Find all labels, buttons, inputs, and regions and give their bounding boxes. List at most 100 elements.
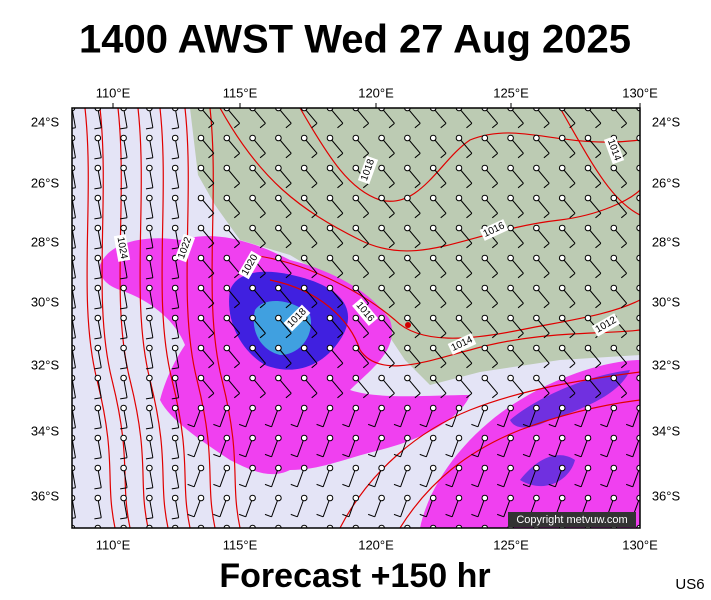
wind-barb bbox=[120, 464, 128, 490]
barb-staff bbox=[451, 497, 460, 517]
isobar-label-bg bbox=[113, 234, 131, 262]
barb-flag bbox=[120, 427, 128, 430]
barb-flag bbox=[368, 513, 375, 518]
barb-staff bbox=[174, 437, 180, 458]
barb-flag bbox=[517, 242, 524, 249]
wind-barb bbox=[171, 494, 180, 520]
barb-flag bbox=[491, 302, 498, 309]
barb-station bbox=[146, 494, 153, 502]
wind-barb bbox=[471, 434, 489, 458]
barb-station bbox=[223, 344, 231, 352]
wind-barb bbox=[507, 134, 524, 159]
barb-flag bbox=[342, 544, 349, 546]
barb-staff bbox=[329, 197, 344, 214]
barb-station bbox=[171, 194, 179, 202]
barb-flag bbox=[171, 157, 179, 160]
barb-station bbox=[197, 284, 205, 292]
barb-flag bbox=[233, 152, 240, 159]
barb-flag bbox=[285, 212, 292, 219]
barb-flag bbox=[233, 392, 240, 399]
wind-barb bbox=[197, 284, 215, 309]
lon-label-top: 120°E bbox=[358, 85, 394, 100]
barb-flag bbox=[388, 182, 395, 189]
wind-barb bbox=[378, 314, 395, 339]
wind-barb bbox=[445, 434, 463, 458]
barb-staff bbox=[613, 197, 628, 214]
barb-flag bbox=[626, 423, 633, 428]
barb-staff bbox=[278, 137, 292, 154]
title: 1400 AWST Wed 27 Aug 2025 bbox=[79, 18, 631, 62]
barb-flag bbox=[522, 423, 530, 428]
wind-barb bbox=[352, 314, 370, 339]
barb-staff bbox=[536, 317, 550, 334]
wind-barb bbox=[275, 284, 292, 309]
wind-barb bbox=[326, 254, 344, 279]
barb-flag bbox=[595, 152, 602, 159]
barb-staff bbox=[252, 167, 266, 184]
wind-barb bbox=[146, 524, 153, 549]
wind-barb bbox=[120, 344, 128, 370]
wind-barb bbox=[393, 404, 411, 428]
barb-flag bbox=[187, 483, 195, 488]
barb-station bbox=[558, 434, 566, 442]
barb-flag bbox=[419, 513, 427, 518]
barb-flag bbox=[362, 332, 369, 339]
barb-flag bbox=[337, 332, 344, 339]
barb-staff bbox=[407, 257, 421, 274]
barb-staff bbox=[374, 497, 383, 517]
barb-staff bbox=[245, 407, 254, 427]
wind-barb bbox=[429, 254, 447, 279]
barb-flag bbox=[620, 242, 627, 249]
wind-barb bbox=[300, 374, 318, 399]
barb-flag bbox=[440, 392, 447, 399]
barb-flag bbox=[445, 483, 453, 488]
wind-barb bbox=[300, 254, 318, 279]
wind-barb bbox=[481, 284, 499, 309]
barb-staff bbox=[561, 108, 576, 124]
wind-barb bbox=[94, 374, 102, 400]
barb-staff bbox=[278, 257, 292, 274]
barb-station bbox=[378, 224, 385, 232]
barb-flag bbox=[316, 423, 324, 428]
barb-station bbox=[326, 374, 334, 382]
barb-station bbox=[94, 194, 102, 202]
barb-station bbox=[94, 164, 102, 172]
barb-station bbox=[455, 314, 463, 322]
barb-staff bbox=[587, 287, 602, 304]
barb-flag bbox=[213, 453, 221, 458]
barb-station bbox=[404, 314, 411, 322]
barb-staff bbox=[503, 407, 512, 427]
barb-flag bbox=[94, 217, 102, 220]
barb-staff bbox=[407, 197, 421, 214]
barb-staff bbox=[252, 227, 266, 244]
barb-station bbox=[300, 374, 308, 382]
wind-barb bbox=[94, 434, 102, 460]
barb-staff bbox=[329, 347, 344, 364]
barb-flag bbox=[311, 122, 318, 129]
barb-staff bbox=[458, 137, 473, 154]
wind-barb bbox=[558, 374, 576, 399]
barb-flag bbox=[146, 548, 153, 549]
wind-barb bbox=[145, 164, 154, 190]
barb-station bbox=[197, 344, 205, 352]
barb-flag bbox=[517, 152, 524, 159]
barb-staff bbox=[510, 137, 524, 154]
barb-flag bbox=[311, 182, 318, 189]
wind-barb bbox=[497, 464, 514, 488]
barb-flag bbox=[290, 453, 298, 458]
wind-barb bbox=[94, 494, 102, 520]
barb-flag bbox=[120, 367, 128, 370]
barb-station bbox=[249, 194, 256, 202]
barb-staff bbox=[252, 108, 266, 124]
barb-station bbox=[533, 284, 540, 292]
barb-flag bbox=[491, 392, 498, 399]
barb-station bbox=[275, 284, 282, 292]
barb-flag bbox=[316, 453, 324, 458]
barb-staff bbox=[535, 527, 537, 528]
barb-flag bbox=[388, 212, 395, 219]
barb-staff bbox=[123, 317, 128, 338]
wind-barb bbox=[187, 434, 205, 458]
wind-barb bbox=[145, 254, 154, 280]
barb-station bbox=[223, 164, 231, 172]
wind-barb bbox=[481, 134, 499, 159]
